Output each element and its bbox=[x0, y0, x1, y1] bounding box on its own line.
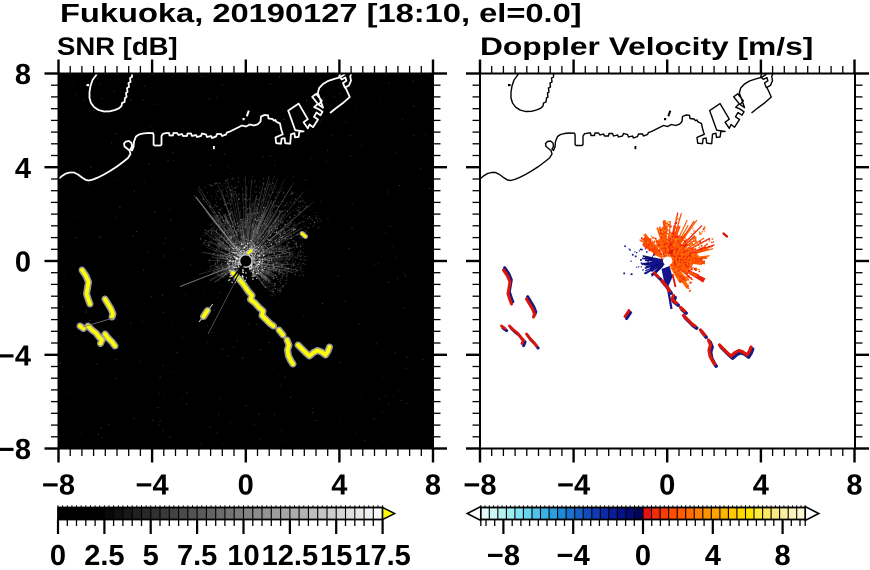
svg-text:7.5: 7.5 bbox=[177, 540, 217, 570]
svg-text:17.5: 17.5 bbox=[354, 540, 410, 570]
svg-text:−8: −8 bbox=[463, 470, 496, 502]
svg-text:4: 4 bbox=[705, 540, 721, 570]
svg-text:4: 4 bbox=[753, 470, 769, 502]
svg-text:15: 15 bbox=[320, 540, 352, 570]
svg-text:10: 10 bbox=[227, 540, 259, 570]
svg-text:−8: −8 bbox=[0, 434, 31, 466]
svg-text:−4: −4 bbox=[557, 540, 590, 570]
svg-text:−4: −4 bbox=[136, 470, 169, 502]
svg-text:−8: −8 bbox=[42, 470, 75, 502]
svg-text:−8: −8 bbox=[487, 540, 520, 570]
svg-text:Fukuoka, 20190127 [18:10, el=0: Fukuoka, 20190127 [18:10, el=0.0] bbox=[60, 0, 582, 28]
svg-text:−4: −4 bbox=[557, 470, 590, 502]
svg-text:12.5: 12.5 bbox=[262, 540, 318, 570]
svg-text:Doppler Velocity [m/s]: Doppler Velocity [m/s] bbox=[480, 33, 813, 61]
svg-text:8: 8 bbox=[425, 470, 441, 502]
svg-text:8: 8 bbox=[15, 59, 31, 91]
svg-text:0: 0 bbox=[635, 540, 651, 570]
svg-text:2.5: 2.5 bbox=[84, 540, 124, 570]
svg-text:8: 8 bbox=[846, 470, 862, 502]
svg-text:5: 5 bbox=[143, 540, 159, 570]
svg-text:0: 0 bbox=[50, 540, 66, 570]
svg-text:4: 4 bbox=[331, 470, 347, 502]
svg-text:−4: −4 bbox=[0, 340, 31, 372]
svg-text:4: 4 bbox=[15, 153, 31, 185]
svg-text:SNR [dB]: SNR [dB] bbox=[57, 32, 178, 61]
svg-text:0: 0 bbox=[238, 470, 254, 502]
svg-text:0: 0 bbox=[15, 247, 31, 279]
svg-text:0: 0 bbox=[659, 470, 675, 502]
svg-text:8: 8 bbox=[774, 540, 790, 570]
